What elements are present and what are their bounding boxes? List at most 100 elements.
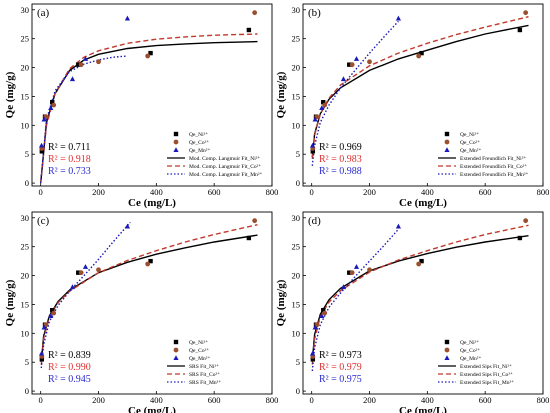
y-tick-label: 20 — [292, 63, 301, 73]
legend-label: Qe_Ni²⁺ — [460, 131, 479, 138]
x-tick-label: 200 — [92, 187, 105, 197]
data-point-ni — [310, 357, 316, 362]
y-tick-label: 15 — [21, 299, 30, 309]
plot-frame — [302, 3, 544, 187]
fit-line-ni — [311, 235, 529, 362]
legend: Qe_Ni²⁺Qe_Co²⁺Qe_Mn²⁺Mod. Comp. Langmuir… — [167, 131, 263, 178]
fit-line-co — [311, 16, 529, 159]
data-point-ni — [50, 100, 55, 105]
legend-label: Qe_Mn²⁺ — [460, 147, 481, 154]
data-point-ni — [246, 235, 252, 241]
y-tick-label: 25 — [21, 34, 30, 44]
fit-line-co — [40, 33, 258, 184]
x-tick-label: 400 — [150, 395, 163, 405]
data-point-co — [145, 261, 151, 267]
data-point-ni — [517, 235, 523, 241]
data-point-mn — [38, 142, 45, 148]
legend-label: Qe_Mn²⁺ — [189, 355, 210, 362]
chart-panel-3: 0 200 400 600 800 0 5 10 15 20 25 30 Ce (mg/L) Qe (mg… — [4, 211, 279, 413]
legend-label: Qe_Co²⁺ — [460, 347, 480, 354]
r-squared-label: R² = 0.990 — [48, 362, 91, 373]
fit-line-mn — [40, 55, 128, 184]
x-tick-label: 800 — [537, 395, 550, 405]
data-point-mn — [41, 116, 47, 122]
y-tick-label: 5 — [25, 357, 29, 367]
x-tick-label: 600 — [479, 395, 492, 405]
data-point-mn — [340, 76, 347, 82]
plot-frame — [31, 211, 273, 395]
plot-frame — [31, 3, 273, 187]
data-point-co — [367, 59, 372, 65]
data-point-co — [416, 53, 422, 59]
data-point-co — [349, 270, 355, 276]
panel-label: (c) — [37, 215, 50, 227]
x-tick-label: 800 — [266, 395, 279, 405]
plot-frame — [302, 211, 544, 395]
r-squared-label: R² = 0.969 — [319, 142, 362, 153]
panel-label: (d) — [308, 215, 321, 227]
chart-panel-2: 0 200 400 600 800 0 5 10 15 20 25 30 Ce (mg/L) Qe (mg… — [275, 3, 549, 209]
y-tick-label: 5 — [25, 149, 29, 159]
legend-marker-ni — [173, 339, 179, 345]
legend-label: Qe_Ni²⁺ — [189, 339, 208, 346]
legend: Qe_Ni²⁺Qe_Co²⁺Qe_Mn²⁺SRS Fit_Ni²⁺SRS Fit… — [167, 339, 221, 386]
data-point-co — [51, 310, 57, 316]
panel-label: (b) — [308, 7, 321, 19]
data-point-mn — [124, 223, 131, 229]
y-tick-label: 20 — [21, 271, 30, 281]
fit-line-co — [40, 224, 258, 366]
fit-line-ni — [311, 24, 529, 158]
y-tick-label: 10 — [292, 328, 301, 338]
legend-label: Extended Freundlich Fit_Co²⁺ — [460, 163, 527, 170]
y-tick-label: 30 — [292, 213, 301, 223]
data-point-mn — [48, 313, 54, 318]
data-point-mn — [41, 324, 47, 330]
data-point-mn — [69, 76, 76, 82]
data-point-ni — [310, 149, 316, 154]
x-axis-title: Ce (mg/L) — [128, 405, 176, 413]
y-axis-title: Qe (mg/g) — [275, 71, 287, 118]
y-tick-label: 25 — [292, 34, 301, 44]
x-tick-label: 0 — [310, 187, 314, 197]
data-point-ni — [148, 258, 153, 264]
data-point-ni — [246, 27, 252, 33]
y-tick-label: 10 — [21, 328, 30, 338]
y-axis-title: Qe (mg/g) — [275, 279, 287, 326]
y-tick-label: 25 — [21, 242, 30, 252]
y-tick-label: 5 — [296, 149, 300, 159]
legend-label: Extended Freundlich Fit_Mn²⁺ — [460, 171, 529, 178]
fit-line-co — [311, 224, 529, 365]
r-squared-label: R² = 0.975 — [319, 374, 362, 385]
y-tick-label: 0 — [296, 386, 300, 396]
legend-label: Qe_Ni²⁺ — [460, 339, 479, 346]
data-point-ni — [419, 258, 424, 264]
legend-marker-co — [173, 139, 179, 145]
fit-line-mn — [311, 20, 399, 166]
r-squared-label: R² = 0.979 — [319, 362, 362, 373]
data-point-co — [252, 218, 258, 224]
panel-label: (a) — [37, 7, 50, 19]
data-point-co — [523, 218, 529, 224]
data-point-mn — [353, 56, 360, 61]
data-point-mn — [395, 15, 402, 21]
y-tick-label: 15 — [21, 91, 30, 101]
legend-label: Qe_Co²⁺ — [460, 139, 480, 146]
y-tick-label: 25 — [292, 242, 301, 252]
legend-label: Qe_Mn²⁺ — [460, 355, 481, 362]
data-point-co — [322, 310, 328, 316]
data-point-ni — [347, 270, 352, 275]
x-tick-label: 0 — [310, 395, 314, 405]
data-point-mn — [319, 105, 325, 110]
data-point-co — [367, 267, 372, 273]
y-tick-label: 30 — [21, 5, 30, 15]
legend-label: SRS Fit_Ni²⁺ — [189, 363, 219, 370]
chart-panel-1: 0 200 400 600 800 0 5 10 15 20 25 30 Ce (mg/L) Qe (mg… — [4, 3, 278, 209]
data-point-co — [523, 10, 529, 16]
legend-marker-ni — [444, 339, 450, 345]
legend-label: Mod. Comp. Langmuir Fit_Co²⁺ — [189, 163, 261, 170]
y-tick-label: 20 — [292, 271, 301, 281]
data-point-mn — [340, 284, 347, 290]
y-tick-label: 0 — [25, 386, 29, 396]
y-tick-label: 0 — [296, 178, 300, 188]
legend-label: Qe_Mn²⁺ — [189, 147, 210, 154]
